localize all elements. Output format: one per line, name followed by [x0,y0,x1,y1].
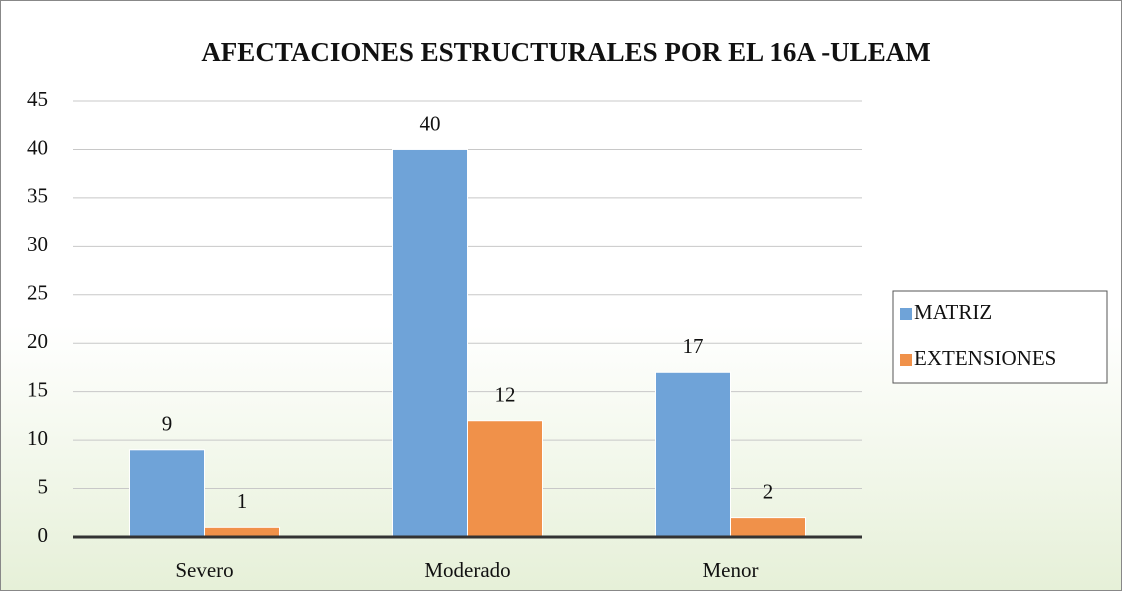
y-tick-label: 15 [27,377,48,401]
y-tick-label: 35 [27,184,48,208]
bar [129,449,205,538]
data-label: 2 [763,479,774,503]
y-tick-label: 10 [27,426,48,450]
legend-swatch [900,308,912,320]
y-tick-label: 25 [27,281,48,305]
y-tick-label: 40 [27,135,48,159]
data-label: 17 [683,334,704,358]
legend-label: EXTENSIONES [914,346,1056,370]
bar [730,517,806,538]
bar [392,148,468,538]
y-tick-label: 30 [27,232,48,256]
data-label: 9 [162,412,173,436]
data-label: 12 [495,383,516,407]
legend-box [892,290,1108,384]
bar [467,420,543,538]
chart-title: AFECTACIONES ESTRUCTURALES POR EL 16A -U… [201,37,930,67]
x-tick-label: Menor [703,558,759,582]
legend-swatch [900,354,912,366]
data-label: 40 [420,111,441,135]
data-label: 1 [237,489,248,513]
bar [655,371,731,538]
x-tick-label: Moderado [424,558,510,582]
y-tick-label: 5 [38,474,49,498]
y-tick-label: 45 [27,87,48,111]
y-tick-label: 20 [27,329,48,353]
x-tick-label: Severo [175,558,233,582]
legend-label: MATRIZ [914,300,992,324]
y-tick-label: 0 [38,523,49,547]
